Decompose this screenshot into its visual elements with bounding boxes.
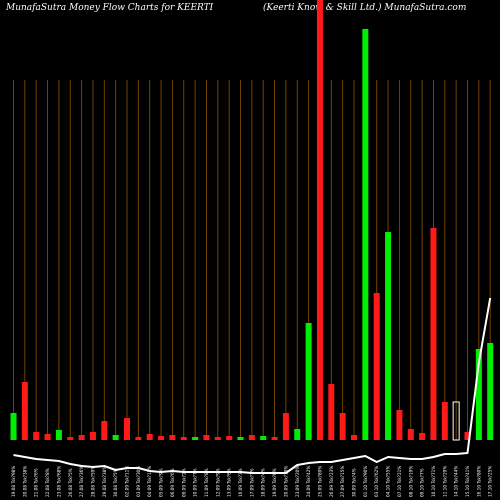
chart-subtitle: (Keerti Know & Skill Ltd.) MunafaSutra.c… — [263, 3, 467, 13]
money-flow-bar — [33, 432, 40, 440]
x-tick-label: 27.09 Tsk?15% — [340, 466, 345, 497]
x-tick-label: 16.10 Tsk?80% — [476, 466, 481, 497]
money-flow-bar — [146, 434, 153, 440]
money-flow-bar — [44, 434, 51, 440]
price-line-layer — [13, 297, 492, 474]
money-flow-bar — [373, 293, 380, 440]
x-tick-label: 03.10 Tsk?62% — [374, 466, 379, 497]
x-tick-label: 04.09 Tsk?12% — [147, 466, 152, 497]
x-tick-label: 27.08 Tsk?36% — [79, 466, 84, 497]
x-tick-label: 19.09 Tsk?0% — [272, 468, 277, 497]
money-flow-bar — [260, 436, 267, 440]
x-tick-label: 18.09 Tsk?4% — [261, 468, 266, 497]
money-flow-bar — [78, 435, 85, 440]
money-flow-bar — [10, 413, 17, 440]
money-flow-bar — [112, 435, 119, 440]
money-flow-bar — [385, 232, 392, 440]
x-tick-label: 09.09 Tsk?2% — [181, 468, 186, 497]
x-tick-label: 26.08 Tsk?5% — [68, 468, 73, 497]
money-flow-bar — [226, 436, 233, 440]
price-line — [13, 297, 492, 474]
money-flow-bar — [328, 384, 335, 440]
money-flow-bar — [351, 435, 357, 440]
x-tick-label: 21.08 Tsk?6% — [34, 468, 39, 497]
x-tick-label: 12.09 Tsk?9% — [215, 468, 220, 497]
money-flow-bar — [124, 418, 130, 440]
money-flow-bar — [464, 432, 471, 440]
x-tick-label: 11.10 Tsk?29% — [442, 466, 447, 497]
money-flow-bars — [10, 0, 494, 441]
money-flow-bar — [180, 437, 187, 440]
x-tick-label: 24.09 Tsk?42% — [306, 466, 311, 497]
money-flow-bar — [21, 382, 28, 440]
x-tick-label: 20.09 Tsk?18% — [283, 466, 288, 497]
money-flow-bar — [214, 437, 221, 440]
x-tick-label: 10.10 Tsk?71% — [431, 466, 436, 497]
x-tick-label: 23.08 Tsk?68% — [56, 466, 61, 497]
money-flow-bar — [135, 437, 142, 440]
money-flow-bar — [271, 437, 278, 440]
x-tick-label: 14.10 Tsk?44% — [454, 466, 459, 497]
money-flow-bar — [237, 437, 244, 440]
x-tick-labels: 19.08 Tsk?98% 20.08 Tsk?38% 21.08 Tsk?6% 22… — [11, 466, 493, 497]
x-tick-label: 02.09 Tsk?11% — [125, 466, 130, 497]
money-flow-bar — [89, 432, 96, 440]
money-flow-bar — [294, 429, 301, 440]
x-tick-label: 22.08 Tsk?8% — [45, 468, 50, 497]
money-flow-bar — [101, 421, 108, 440]
money-flow-bar — [339, 413, 346, 440]
x-tick-label: 08.10 Tsk?19% — [408, 466, 413, 497]
x-tick-label: 03.09 Tsk?30% — [136, 466, 141, 497]
grid-lines — [13, 80, 491, 440]
x-tick-label: 17.09 Tsk?7% — [249, 468, 254, 497]
x-tick-label: 07.10 Tsk?21% — [397, 466, 402, 497]
x-tick-label: 04.10 Tsk?55% — [386, 466, 391, 497]
money-flow-bar — [396, 410, 403, 440]
money-flow-bar — [475, 349, 482, 440]
x-tick-label: 06.09 Tsk?6% — [170, 468, 175, 497]
money-flow-bar — [248, 435, 255, 440]
money-flow-bar — [67, 437, 74, 440]
money-flow-bar — [305, 323, 312, 440]
x-tick-label: 20.08 Tsk?38% — [22, 466, 27, 497]
money-flow-bar — [55, 430, 62, 440]
x-tick-label: 30.08 Tsk?5% — [113, 468, 118, 497]
money-flow-bar — [407, 429, 414, 440]
x-tick-label: 15.10 Tsk?41% — [465, 466, 470, 497]
x-tick-label: 29.08 Tsk?38% — [102, 466, 107, 497]
x-tick-label: 13.09 Tsk?6% — [227, 468, 232, 497]
x-tick-label: 19.08 Tsk?98% — [11, 466, 16, 497]
x-tick-label: 23.09 Tsk?20% — [295, 466, 300, 497]
money-flow-bar — [452, 401, 460, 441]
money-flow-bar — [282, 413, 289, 440]
x-tick-label: 05.09 Tsk?9% — [159, 468, 164, 497]
x-tick-label: 17.10 Tsk?25% — [488, 466, 493, 497]
chart-title: MunafaSutra Money Flow Charts for KEERTI — [6, 3, 214, 13]
x-tick-label: 25.09 Tsk?89% — [317, 466, 322, 497]
x-tick-label: 09.10 Tsk?7% — [420, 468, 425, 497]
money-flow-bar — [419, 433, 426, 440]
money-flow-bar — [203, 435, 210, 440]
x-tick-label: 26.09 Tsk?23% — [329, 466, 334, 497]
money-flow-bar — [430, 228, 437, 440]
money-flow-bar — [158, 436, 165, 440]
x-tick-label: 11.09 Tsk?8% — [204, 468, 209, 497]
x-tick-label: 16.09 Tsk?3% — [238, 468, 243, 497]
money-flow-bar — [362, 29, 369, 440]
x-tick-label: 10.09 Tsk?7% — [193, 468, 198, 497]
x-tick-label: 30.09 Tsk?4% — [352, 468, 357, 497]
x-tick-label: 28.08 Tsk?59% — [90, 466, 95, 497]
money-flow-bar — [316, 0, 323, 440]
money-flow-bar — [169, 435, 176, 440]
x-tick-label: 01.10 Tsk?90% — [363, 466, 368, 497]
money-flow-bar — [441, 402, 448, 440]
money-flow-bar — [487, 343, 494, 440]
money-flow-bar — [192, 437, 199, 440]
